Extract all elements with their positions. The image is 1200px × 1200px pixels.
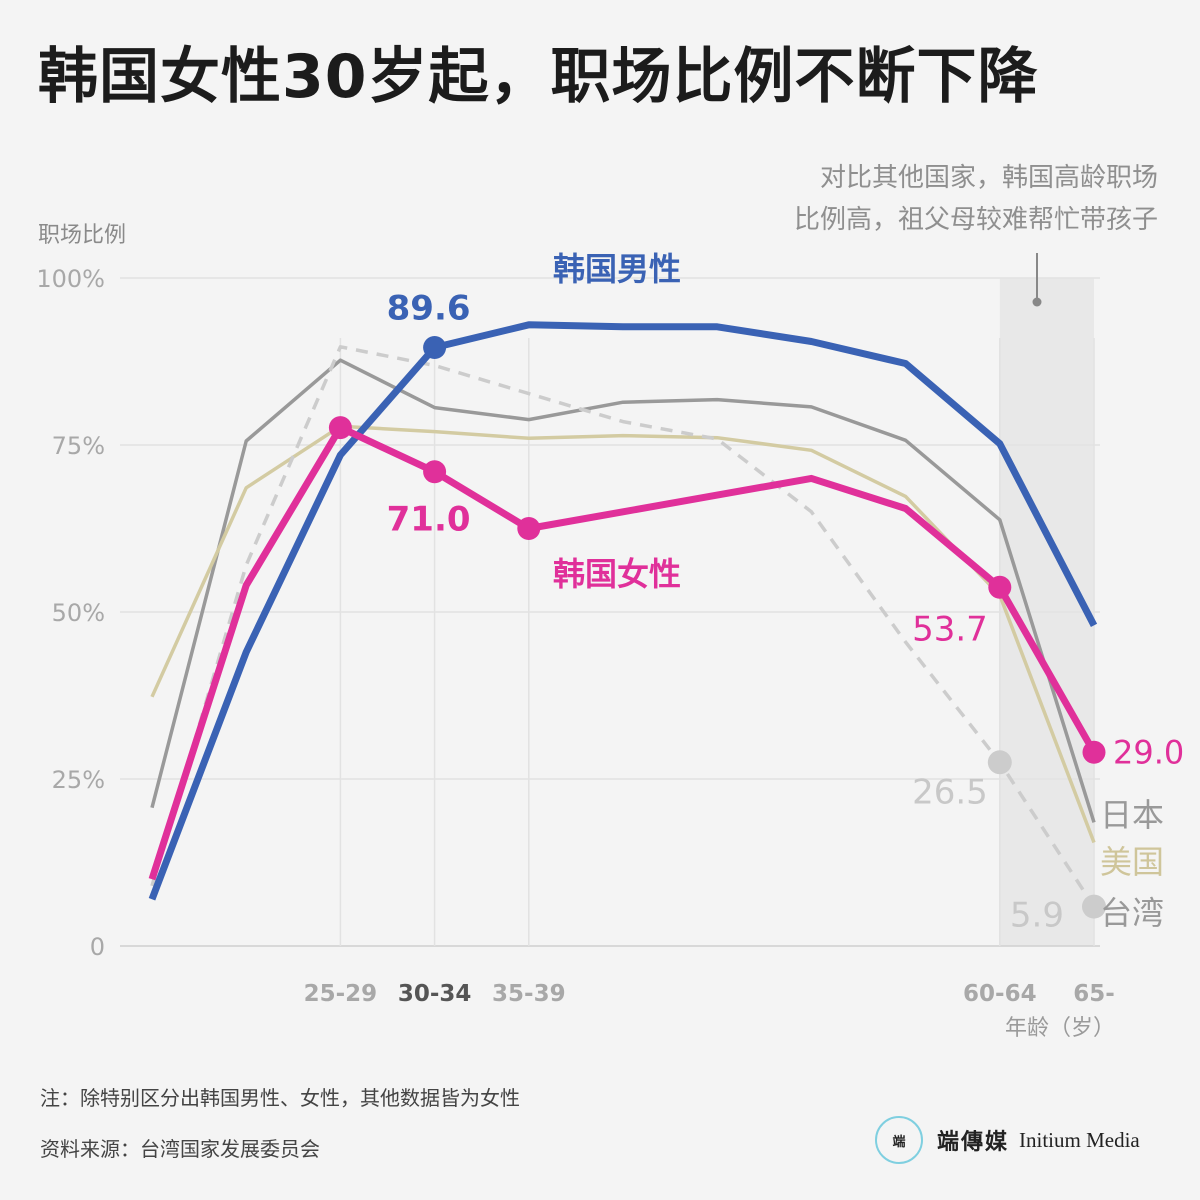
data-label: 26.5 bbox=[912, 772, 988, 812]
y-tick-label: 50% bbox=[52, 599, 105, 627]
x-tick-labels: 25-29 30-34 35-39 60-64 65- bbox=[304, 981, 1115, 1007]
data-label: 71.0 bbox=[387, 500, 471, 540]
data-point bbox=[423, 460, 447, 484]
series-lines bbox=[148, 321, 1098, 908]
y-tick-labels: 0 25% 50% 75% 100% bbox=[36, 265, 105, 961]
data-point bbox=[1082, 740, 1106, 764]
x-axis-title: 年龄（岁） bbox=[1005, 1016, 1115, 1041]
series-label: 韩国女性 bbox=[553, 555, 681, 593]
x-tick-label: 65- bbox=[1073, 981, 1115, 1007]
x-tick-label: 60-64 bbox=[963, 981, 1037, 1007]
data-point bbox=[517, 517, 541, 540]
x-tick-label: 30-34 bbox=[398, 981, 472, 1007]
x-tick-label: 35-39 bbox=[492, 981, 566, 1007]
y-tick-label: 75% bbox=[52, 432, 105, 460]
series-label: 韩国男性 bbox=[553, 250, 681, 288]
series-label: 台湾 bbox=[1100, 894, 1164, 932]
series-line-韩国女性 bbox=[148, 424, 1098, 881]
brand-name-en: Initium Media bbox=[1019, 1127, 1140, 1152]
series-label: 日本 bbox=[1100, 796, 1164, 834]
annotation-line-2: 比例高，祖父母较难帮忙带孩子 bbox=[794, 205, 1158, 235]
data-point bbox=[988, 575, 1012, 599]
series-line-台湾 bbox=[150, 345, 1096, 908]
data-point bbox=[987, 750, 1012, 775]
data-point bbox=[423, 335, 447, 359]
chart-labels: 职场比例 年龄（岁） 对比其他国家，韩国高龄职场 比例高，祖父母较难帮忙带孩子 … bbox=[38, 163, 1184, 1041]
source-note: 资料来源：台湾国家发展委员会 bbox=[40, 1137, 320, 1161]
series-label: 美国 bbox=[1100, 843, 1164, 881]
x-tick-label: 25-29 bbox=[304, 981, 378, 1007]
data-label: 5.9 bbox=[1010, 896, 1064, 936]
y-tick-label: 0 bbox=[90, 933, 105, 961]
data-points bbox=[328, 335, 1106, 919]
series-line-美国 bbox=[150, 424, 1096, 844]
data-label: 53.7 bbox=[912, 609, 988, 649]
series-line-日本 bbox=[150, 358, 1096, 823]
y-tick-label: 100% bbox=[36, 265, 105, 293]
brand-name-zh: 端傳媒 bbox=[937, 1129, 1010, 1155]
data-label: 89.6 bbox=[387, 288, 471, 328]
annotation-line-1: 对比其他国家，韩国高龄职场 bbox=[820, 163, 1158, 193]
brand-logo: 端 bbox=[875, 1116, 923, 1164]
y-tick-label: 25% bbox=[52, 766, 105, 794]
data-label: 29.0 bbox=[1113, 733, 1184, 771]
data-point bbox=[328, 416, 352, 440]
annotation-pointer-dot bbox=[1032, 297, 1042, 307]
gridlines bbox=[120, 277, 1100, 947]
series-line-韩国男性 bbox=[148, 321, 1098, 901]
data-point bbox=[1082, 894, 1106, 919]
footnote: 注：除特别区分出韩国男性、女性，其他数据皆为女性 bbox=[40, 1086, 520, 1110]
brand: 端 端傳媒 Initium Media bbox=[875, 1112, 1140, 1168]
page-title: 韩国女性30岁起，职场比例不断下降 bbox=[38, 42, 1039, 112]
y-axis-title: 职场比例 bbox=[38, 223, 126, 248]
